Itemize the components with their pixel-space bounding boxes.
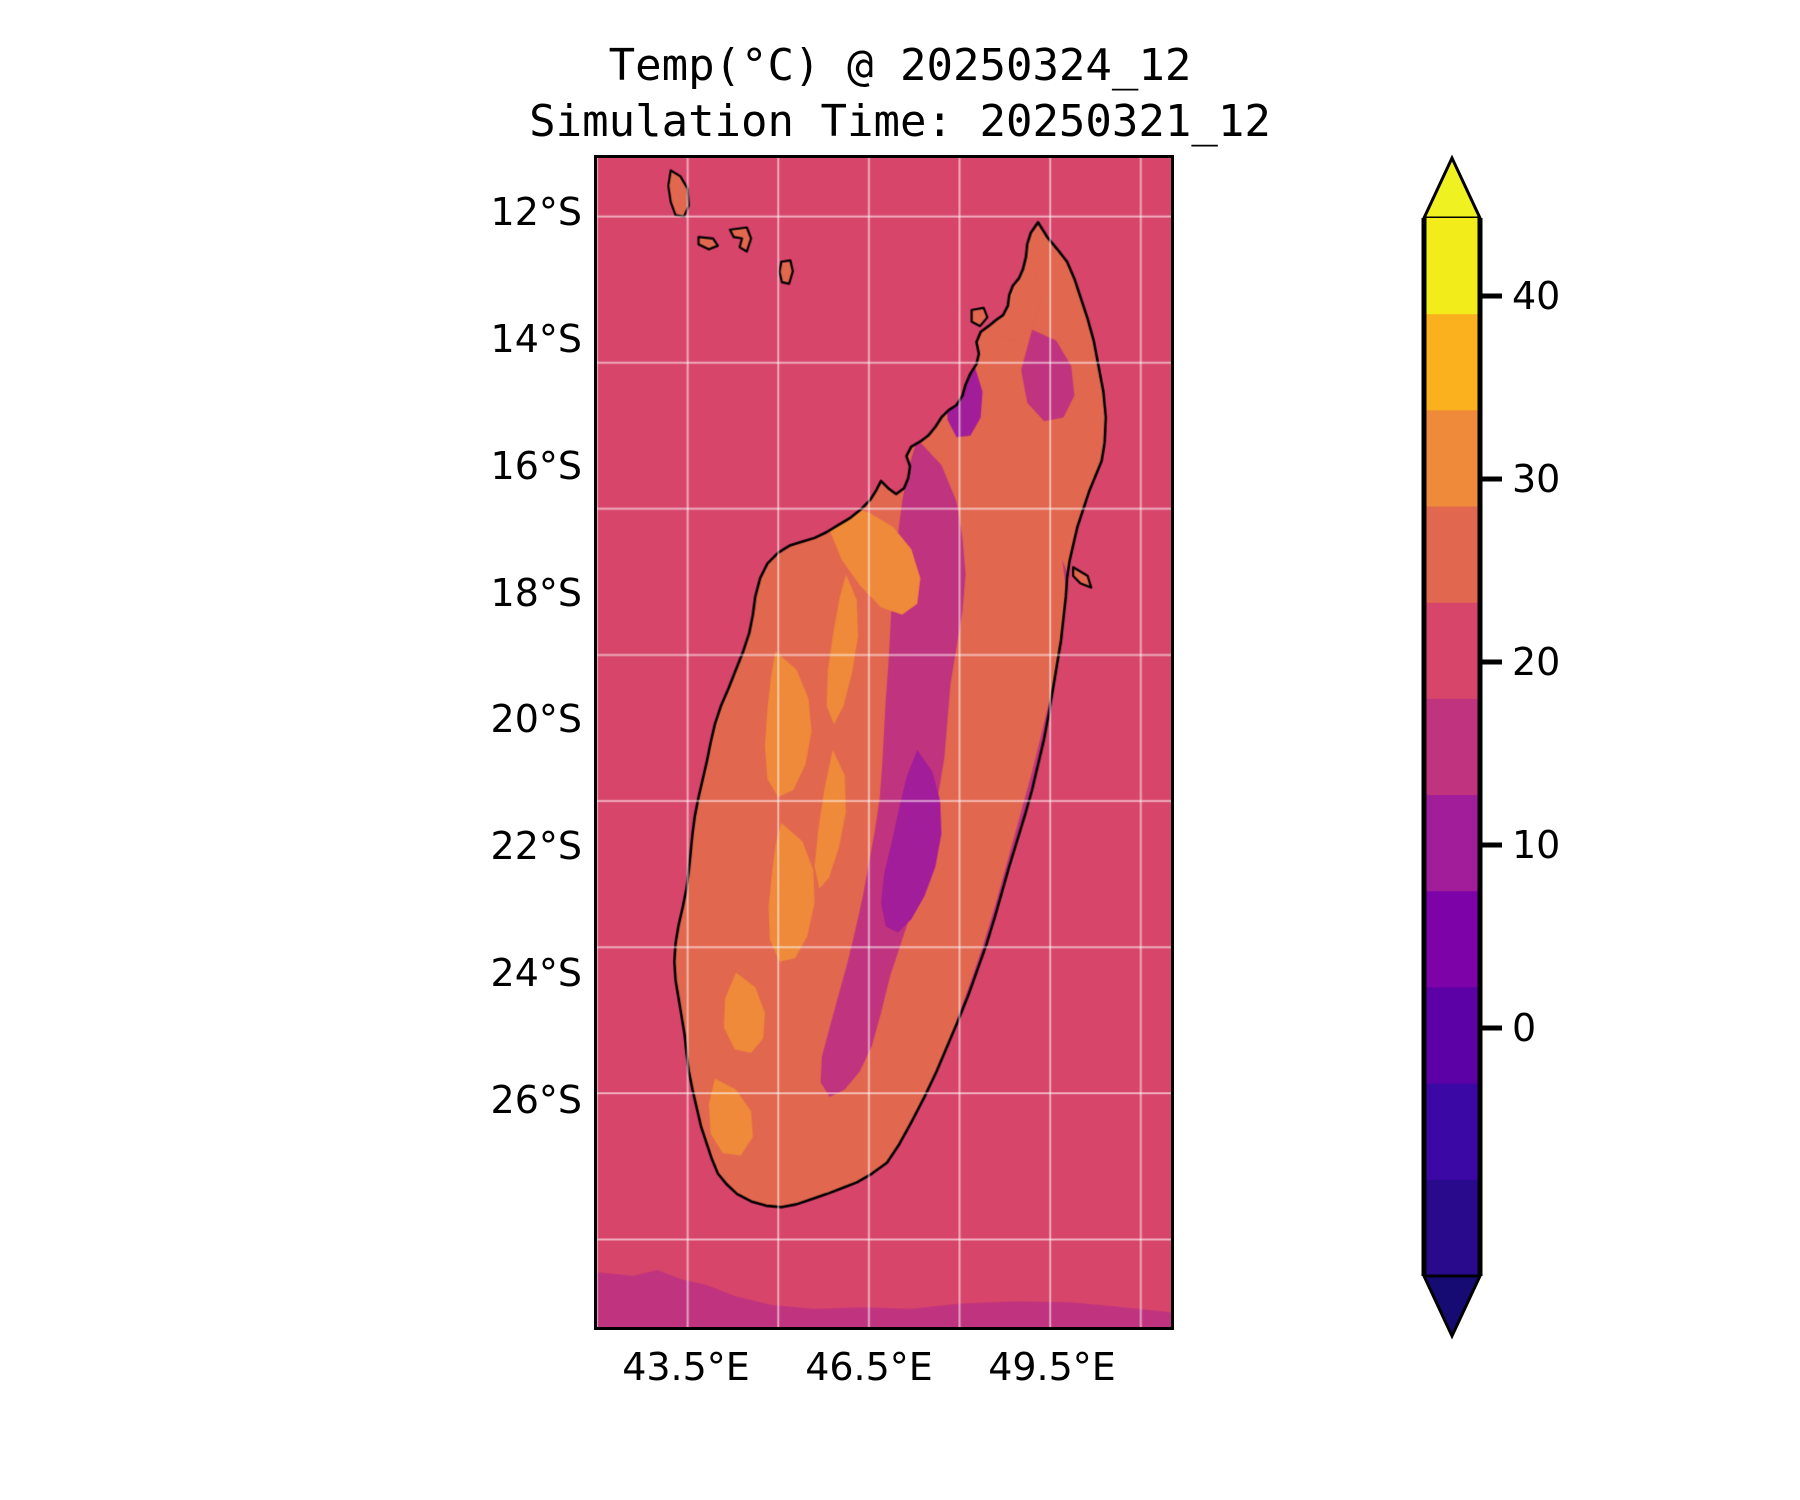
colorbar-gradient — [1421, 154, 1502, 1340]
colorbar-tick-label: 10 — [1512, 823, 1561, 867]
ytick-label: 18°S — [490, 571, 582, 615]
ytick-label: 14°S — [490, 317, 582, 361]
ytick-label: 20°S — [490, 697, 582, 741]
title-line-simulation-time: Simulation Time: 20250321_12 — [529, 96, 1271, 147]
colorbar-tick-label: 0 — [1512, 1006, 1537, 1050]
colorbar — [1421, 154, 1502, 1340]
ytick-label: 26°S — [490, 1078, 582, 1122]
colorbar-tick-label: 40 — [1512, 274, 1561, 318]
xtick-label: 43.5°E — [622, 1345, 750, 1389]
ytick-label: 16°S — [490, 444, 582, 488]
ytick-label: 24°S — [490, 951, 582, 995]
colorbar-tick-label: 30 — [1512, 457, 1561, 501]
xtick-label: 49.5°E — [988, 1345, 1116, 1389]
title-line-variable: Temp(°C) @ 20250324_12 — [608, 40, 1192, 91]
xtick-label: 46.5°E — [805, 1345, 933, 1389]
ytick-label: 12°S — [490, 190, 582, 234]
ytick-label: 22°S — [490, 824, 582, 868]
temperature-field-heatmap — [597, 158, 1171, 1327]
colorbar-tick-label: 20 — [1512, 640, 1561, 684]
chart-title: Temp(°C) @ 20250324_12 Simulation Time: … — [0, 38, 1800, 150]
map-axes — [594, 155, 1174, 1330]
